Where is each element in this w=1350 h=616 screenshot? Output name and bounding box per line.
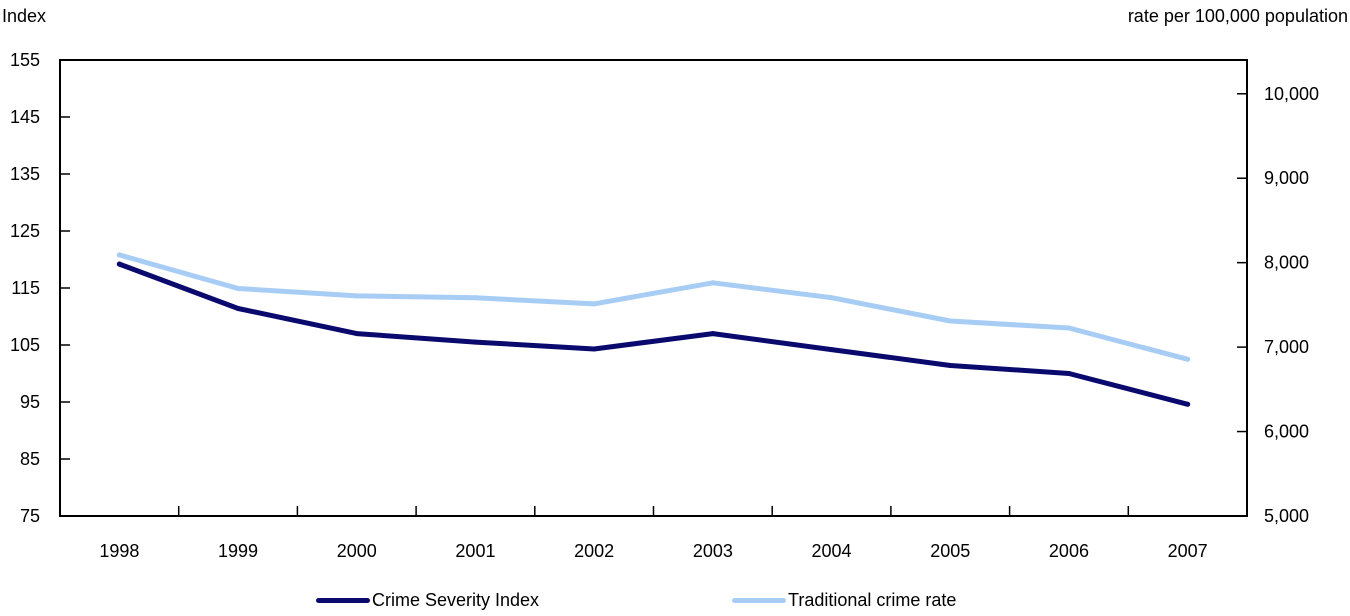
data-point-traditional-crime-rate <box>591 301 597 307</box>
data-point-traditional-crime-rate <box>235 286 241 292</box>
x-tick-label: 2006 <box>1049 541 1089 561</box>
series-lines <box>116 252 1191 407</box>
series-line-traditional-crime-rate <box>116 252 1191 362</box>
right-tick-label: 7,000 <box>1264 337 1309 357</box>
x-tick-label: 2002 <box>574 541 614 561</box>
data-point-traditional-crime-rate <box>1066 325 1072 331</box>
left-tick-label: 85 <box>20 449 40 469</box>
legend-item-crime-severity: Crime Severity Index <box>316 590 539 611</box>
left-tick-label: 155 <box>10 50 40 70</box>
data-point-crime-severity-index <box>116 261 122 267</box>
data-point-traditional-crime-rate <box>116 252 122 258</box>
right-axis: 10,000 9,000 8,000 7,000 6,000 5,000 <box>1237 84 1319 526</box>
left-tick-label: 145 <box>10 107 40 127</box>
left-tick-label: 75 <box>20 506 40 526</box>
x-tick-label: 2003 <box>693 541 733 561</box>
data-point-traditional-crime-rate <box>354 293 360 299</box>
data-point-crime-severity-index <box>235 306 241 312</box>
legend-item-traditional-crime-rate: Traditional crime rate <box>732 590 956 611</box>
x-tick-label: 2007 <box>1168 541 1208 561</box>
legend-swatch-crime-severity <box>316 598 370 603</box>
data-point-crime-severity-index <box>1185 401 1191 407</box>
data-point-crime-severity-index <box>472 339 478 345</box>
x-tick-label: 2000 <box>337 541 377 561</box>
data-point-traditional-crime-rate <box>472 295 478 301</box>
left-tick-label: 95 <box>20 392 40 412</box>
data-point-crime-severity-index <box>829 347 835 353</box>
left-tick-label: 125 <box>10 221 40 241</box>
series-line-crime-severity-index <box>116 261 1191 407</box>
data-point-traditional-crime-rate <box>1185 356 1191 362</box>
x-axis: 1998 1999 2000 2001 2002 2003 2004 2005 2006 2007 <box>99 506 1208 561</box>
right-tick-label: 10,000 <box>1264 84 1319 104</box>
right-axis-title: rate per 100,000 population <box>1128 6 1348 26</box>
legend-swatch-traditional-crime-rate <box>732 598 786 603</box>
left-tick-label: 115 <box>11 278 40 298</box>
legend-label-crime-severity: Crime Severity Index <box>372 590 540 610</box>
right-tick-label: 8,000 <box>1264 253 1309 273</box>
data-point-crime-severity-index <box>1066 371 1072 376</box>
x-tick-label: 2005 <box>930 541 970 561</box>
data-point-crime-severity-index <box>947 363 953 369</box>
x-tick-label: 1998 <box>99 541 139 561</box>
left-axis: 155 145 135 125 115 105 95 85 75 <box>10 50 70 526</box>
left-tick-label: 105 <box>10 335 40 355</box>
x-tick-label: 2004 <box>812 541 852 561</box>
data-point-traditional-crime-rate <box>710 280 716 286</box>
data-point-crime-severity-index <box>710 331 716 337</box>
data-point-crime-severity-index <box>591 346 597 352</box>
x-tick-label: 1999 <box>218 541 258 561</box>
right-tick-label: 6,000 <box>1264 422 1309 442</box>
right-tick-label: 9,000 <box>1264 168 1309 188</box>
data-point-traditional-crime-rate <box>829 295 835 301</box>
legend-label-traditional-crime-rate: Traditional crime rate <box>788 590 957 610</box>
data-point-traditional-crime-rate <box>947 318 953 324</box>
right-tick-label: 5,000 <box>1264 506 1309 526</box>
left-tick-label: 135 <box>10 164 40 184</box>
x-tick-label: 2001 <box>455 541 495 561</box>
left-axis-title: Index <box>2 6 46 26</box>
data-point-crime-severity-index <box>354 331 360 337</box>
